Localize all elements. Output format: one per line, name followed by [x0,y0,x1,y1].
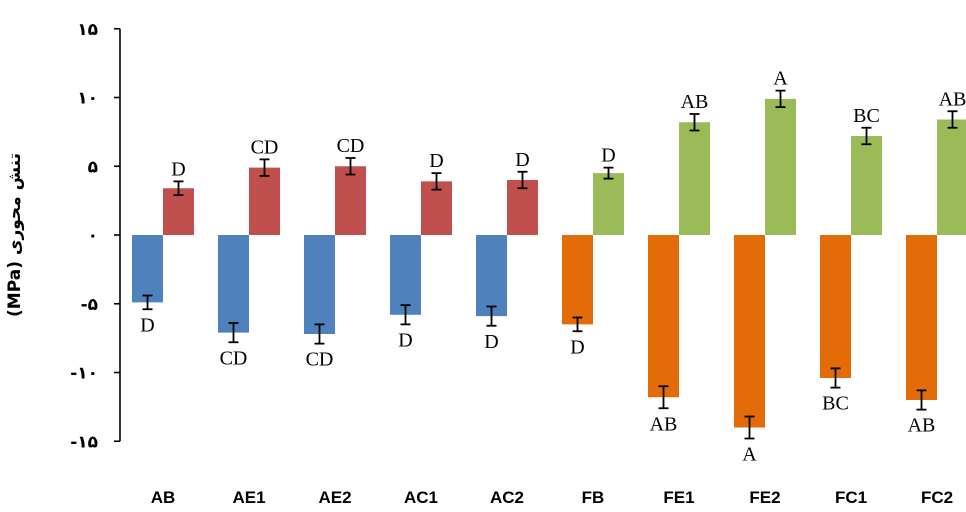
bar-AE1-neg [218,235,249,333]
y-axis-label: تنش محوری (MPa) [5,153,25,317]
significance-letter: D [515,149,529,171]
category-label-FB: FB [582,488,605,507]
significance-letter: AB [939,88,966,110]
y-tick-label: ۰ [88,226,98,246]
significance-letter: BC [853,105,880,127]
y-tick-label: -۱۵ [70,432,98,452]
significance-letter: A [742,444,757,466]
category-label-FE2: FE2 [749,488,780,507]
y-tick-label: ۱۰ [77,89,98,109]
category-label-AB: AB [151,488,176,507]
significance-letter: CD [220,347,248,369]
significance-letter: D [484,331,498,353]
bar-FB-pos [593,173,624,235]
bar-FB-neg [562,235,593,325]
error-bars [142,89,958,440]
y-tick-label: -۵ [81,295,98,315]
bar-AC1-neg [390,235,421,315]
significance-letters: D CD CD D D D AB A BC AB D CD CD D D D AB A BC AB [140,68,966,466]
bar-FE1-neg [648,235,679,398]
category-label-AE2: AE2 [318,488,351,507]
significance-letter: D [140,314,154,336]
category-label-AE1: AE1 [232,488,265,507]
bar-AC2-pos [507,180,538,235]
bar-FE1-pos [679,122,710,235]
category-label-AC1: AC1 [404,488,438,507]
significance-letter: BC [822,393,849,415]
y-axis: ۱۵ ۱۰ ۵ ۰ -۵ -۱۰ -۱۵ [70,20,121,452]
significance-letter: CD [251,136,279,158]
significance-letter: AB [681,91,709,113]
y-tick-label: -۱۰ [70,364,98,384]
bar-FC1-pos [851,136,882,235]
significance-letter: D [171,158,185,180]
significance-letter: D [429,150,443,172]
bar-AC2-neg [476,235,507,317]
bar-FE2-neg [734,235,765,428]
bar-FC2-pos [937,119,966,235]
category-label-FC1: FC1 [835,488,867,507]
significance-letter: AB [650,413,678,435]
significance-letter: CD [306,349,334,371]
y-tick-label: ۱۵ [77,20,98,40]
significance-letter: D [398,329,412,351]
category-label-AC2: AC2 [490,488,524,507]
bar-FC2-neg [906,235,937,400]
category-label-FC2: FC2 [921,488,953,507]
significance-letter: A [773,68,788,90]
significance-letter: D [570,336,584,358]
significance-letter: D [601,145,615,167]
bar-AB-pos [163,188,194,235]
bar-AE1-pos [249,167,280,235]
bar-AE2-neg [304,235,335,334]
x-axis-labels: AB AE1 AE2 AC1 AC2 FB FE1 FE2 FC1 FC2 [151,488,953,507]
bar-AB-neg [132,235,163,303]
bars [132,98,966,428]
y-tick-label: ۵ [88,157,98,177]
category-label-FE1: FE1 [663,488,694,507]
significance-letter: CD [337,135,365,157]
bar-FE2-pos [765,98,796,235]
bar-FC1-neg [820,235,851,378]
significance-letter: AB [908,415,936,437]
bar-AE2-pos [335,166,366,235]
